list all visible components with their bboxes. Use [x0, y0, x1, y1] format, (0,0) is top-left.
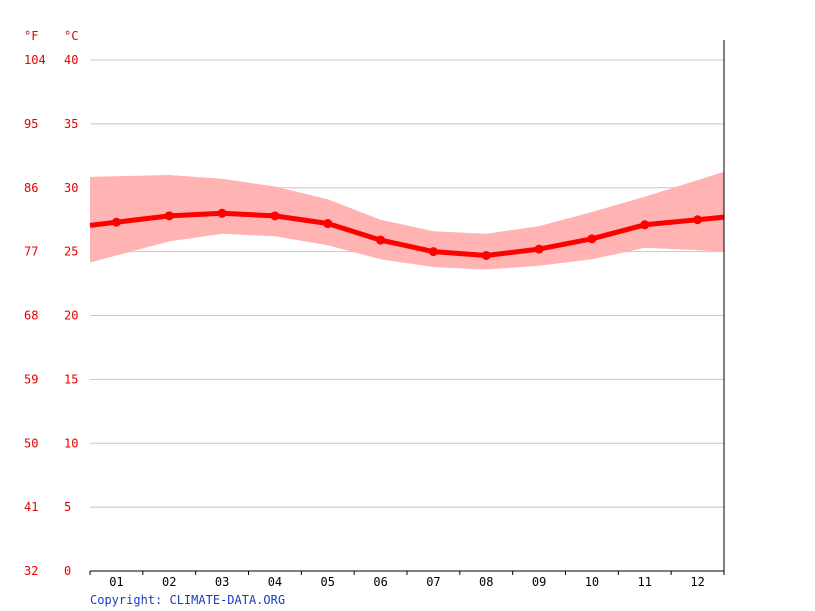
- data-point: [481, 250, 491, 260]
- month-tick-label: 06: [373, 575, 387, 589]
- fahrenheit-tick-label: 86: [24, 181, 38, 195]
- fahrenheit-tick-label: 95: [24, 117, 38, 131]
- grid-lines: [90, 59, 724, 508]
- axes: [89, 40, 725, 575]
- data-point: [640, 220, 650, 230]
- average-temperature-series: [89, 208, 725, 260]
- celsius-tick-label: 40: [64, 53, 78, 67]
- fahrenheit-tick-label: 59: [24, 372, 38, 386]
- data-point: [217, 208, 227, 218]
- copyright-text: Copyright: CLIMATE-DATA.ORG: [90, 593, 286, 607]
- month-tick-label: 07: [426, 575, 440, 589]
- fahrenheit-tick-label: 77: [24, 245, 38, 259]
- series-line: [89, 210, 725, 258]
- celsius-tick-label: 20: [64, 309, 78, 323]
- celsius-tick-label: 10: [64, 436, 78, 450]
- data-point: [428, 247, 438, 257]
- data-point: [587, 234, 597, 244]
- data-point: [270, 211, 280, 221]
- celsius-tick-label: 35: [64, 117, 78, 131]
- data-point: [534, 244, 544, 254]
- month-tick-label: 12: [690, 575, 704, 589]
- month-tick-label: 03: [215, 575, 229, 589]
- month-tick-label: 10: [585, 575, 599, 589]
- range-band-area: [90, 171, 724, 270]
- data-point: [323, 219, 333, 229]
- fahrenheit-tick-label: 32: [24, 564, 38, 578]
- fahrenheit-tick-label: 68: [24, 309, 38, 323]
- temperature-range-band: [90, 171, 724, 270]
- data-point: [693, 215, 703, 225]
- tick-labels: °F °C 104 40 95 35 86 30 77 25 68 20 59 15 50 10 41 5 32…: [24, 29, 705, 589]
- fahrenheit-tick-label: 50: [24, 436, 38, 450]
- fahrenheit-tick-label: 41: [24, 500, 38, 514]
- month-tick-label: 05: [321, 575, 335, 589]
- month-tick-label: 04: [268, 575, 282, 589]
- month-tick-label: 02: [162, 575, 176, 589]
- data-point: [164, 211, 174, 221]
- celsius-unit-label: °C: [64, 29, 78, 43]
- celsius-tick-label: 15: [64, 372, 78, 386]
- data-point: [376, 235, 386, 245]
- month-tick-label: 08: [479, 575, 493, 589]
- data-point: [111, 217, 121, 227]
- fahrenheit-unit-label: °F: [24, 29, 38, 43]
- celsius-tick-label: 5: [64, 500, 71, 514]
- celsius-tick-label: 0: [64, 564, 71, 578]
- month-tick-label: 11: [638, 575, 652, 589]
- fahrenheit-tick-label: 104: [24, 53, 46, 67]
- month-tick-label: 09: [532, 575, 546, 589]
- celsius-tick-label: 30: [64, 181, 78, 195]
- celsius-tick-label: 25: [64, 245, 78, 259]
- month-tick-label: 01: [109, 575, 123, 589]
